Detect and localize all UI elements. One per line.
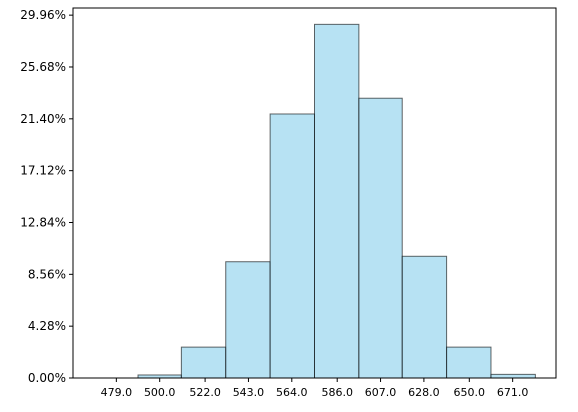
histogram-bar-9 bbox=[490, 373, 536, 379]
x-tick-label-7: 628.0 bbox=[408, 386, 440, 399]
y-tick-label-3: 12.84% bbox=[20, 215, 66, 229]
histogram-bar-4 bbox=[269, 113, 315, 379]
x-tick-label-2: 522.0 bbox=[189, 386, 221, 399]
histogram-bar-8 bbox=[446, 346, 492, 379]
x-tick-label-1: 500.0 bbox=[144, 386, 176, 399]
histogram-bar-7 bbox=[401, 255, 448, 379]
y-tick-label-1: 4.28% bbox=[28, 319, 66, 333]
x-tick-label-4: 564.0 bbox=[276, 386, 308, 399]
histogram-bar-3 bbox=[225, 261, 271, 379]
plot-frame bbox=[72, 7, 557, 379]
histogram-bar-2 bbox=[180, 346, 227, 379]
x-tick-label-3: 543.0 bbox=[233, 386, 265, 399]
y-tick-label-4: 17.12% bbox=[20, 164, 66, 178]
y-tick-label-5: 21.40% bbox=[20, 112, 66, 126]
x-axis: 479.0 500.0 522.0 543.0 564.0 586.0 607.0 628.0… bbox=[101, 378, 529, 399]
x-tick-label-0: 479.0 bbox=[101, 386, 133, 399]
y-axis: 0.00% 4.28% 8.56% 12.84% 17.12% 21.40% 25.68% 2… bbox=[20, 8, 73, 385]
y-tick-label-7: 29.96% bbox=[20, 8, 66, 22]
histogram-bars bbox=[137, 23, 536, 379]
y-tick-label-0: 0.00% bbox=[28, 371, 66, 385]
y-tick-label-6: 25.68% bbox=[20, 60, 66, 74]
x-tick-label-6: 607.0 bbox=[365, 386, 397, 399]
x-tick-label-8: 650.0 bbox=[454, 386, 486, 399]
x-tick-label-9: 671.0 bbox=[497, 386, 529, 399]
histogram-bar-6 bbox=[358, 97, 403, 379]
x-tick-label-5: 586.0 bbox=[321, 386, 353, 399]
histogram-bar-5 bbox=[314, 23, 360, 379]
y-tick-label-2: 8.56% bbox=[28, 267, 66, 281]
